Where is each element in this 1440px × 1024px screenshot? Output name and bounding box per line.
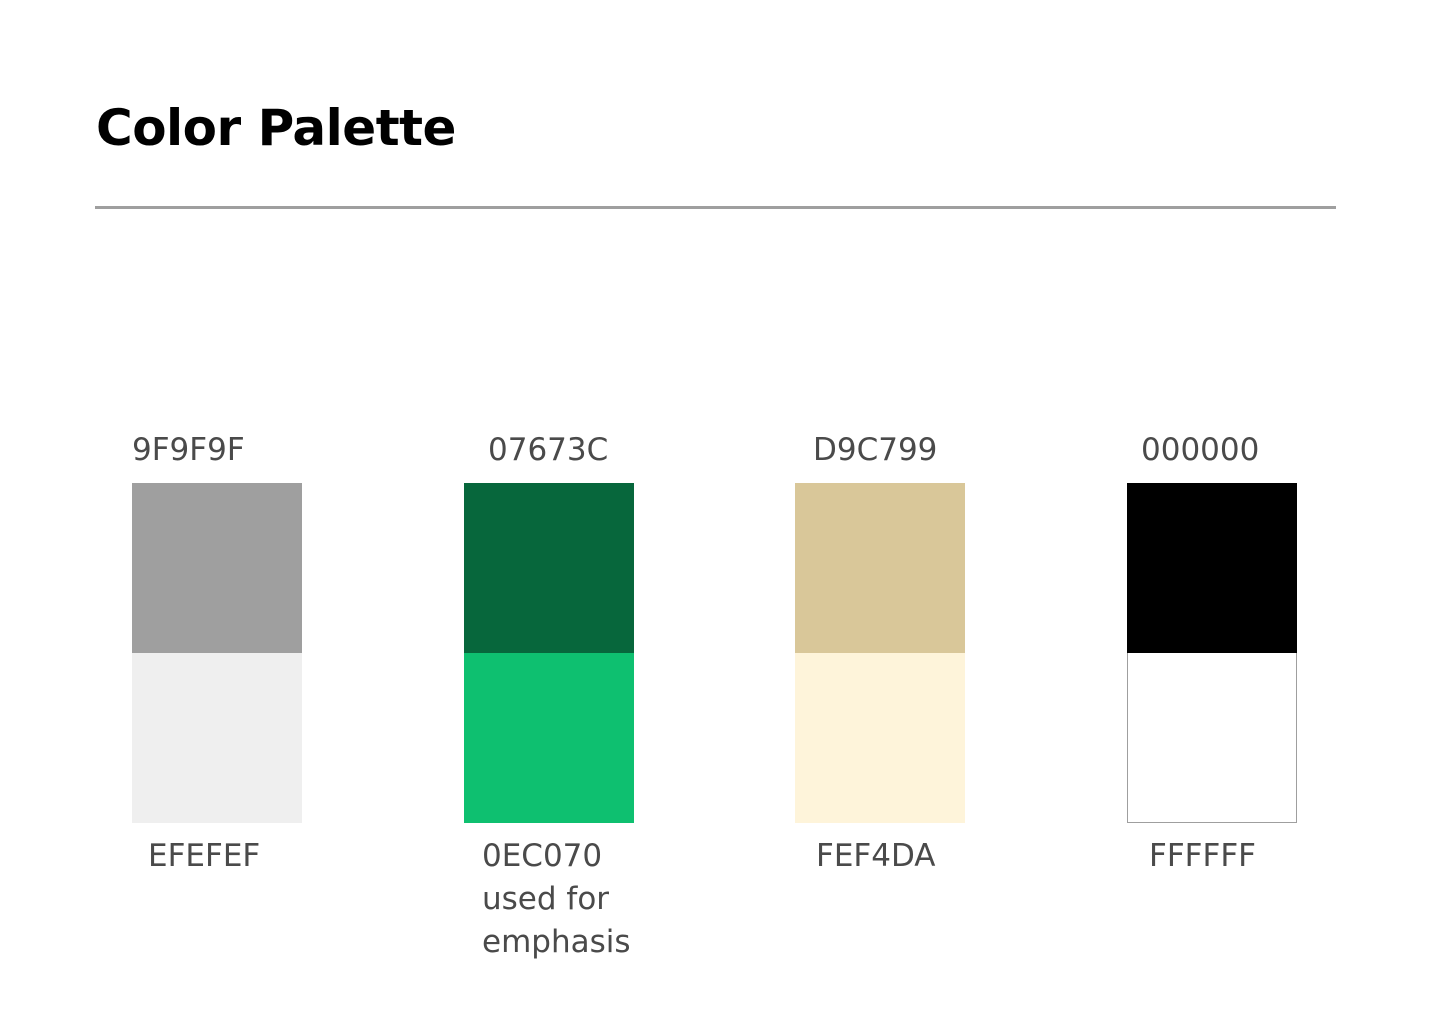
secondary-hex-label: FFFFFF: [1149, 838, 1256, 874]
secondary-swatch: [795, 653, 965, 823]
secondary-hex-label: EFEFEF: [148, 838, 261, 874]
page-title: Color Palette: [96, 99, 456, 157]
primary-swatch: [795, 483, 965, 653]
primary-swatch: [464, 483, 634, 653]
primary-hex-label: 07673C: [488, 432, 609, 468]
secondary-hex-label: 0EC070: [482, 838, 603, 874]
primary-swatch: [132, 483, 302, 653]
primary-hex-label: 000000: [1141, 432, 1260, 468]
primary-swatch: [1127, 483, 1297, 653]
secondary-swatch: [132, 653, 302, 823]
primary-hex-label: 9F9F9F: [132, 432, 245, 468]
secondary-swatch: [1127, 653, 1297, 823]
primary-hex-label: D9C799: [813, 432, 938, 468]
secondary-hex-label: FEF4DA: [816, 838, 936, 874]
secondary-swatch: [464, 653, 634, 823]
title-divider: [95, 206, 1336, 209]
emphasis-note: used for emphasis: [482, 881, 631, 960]
